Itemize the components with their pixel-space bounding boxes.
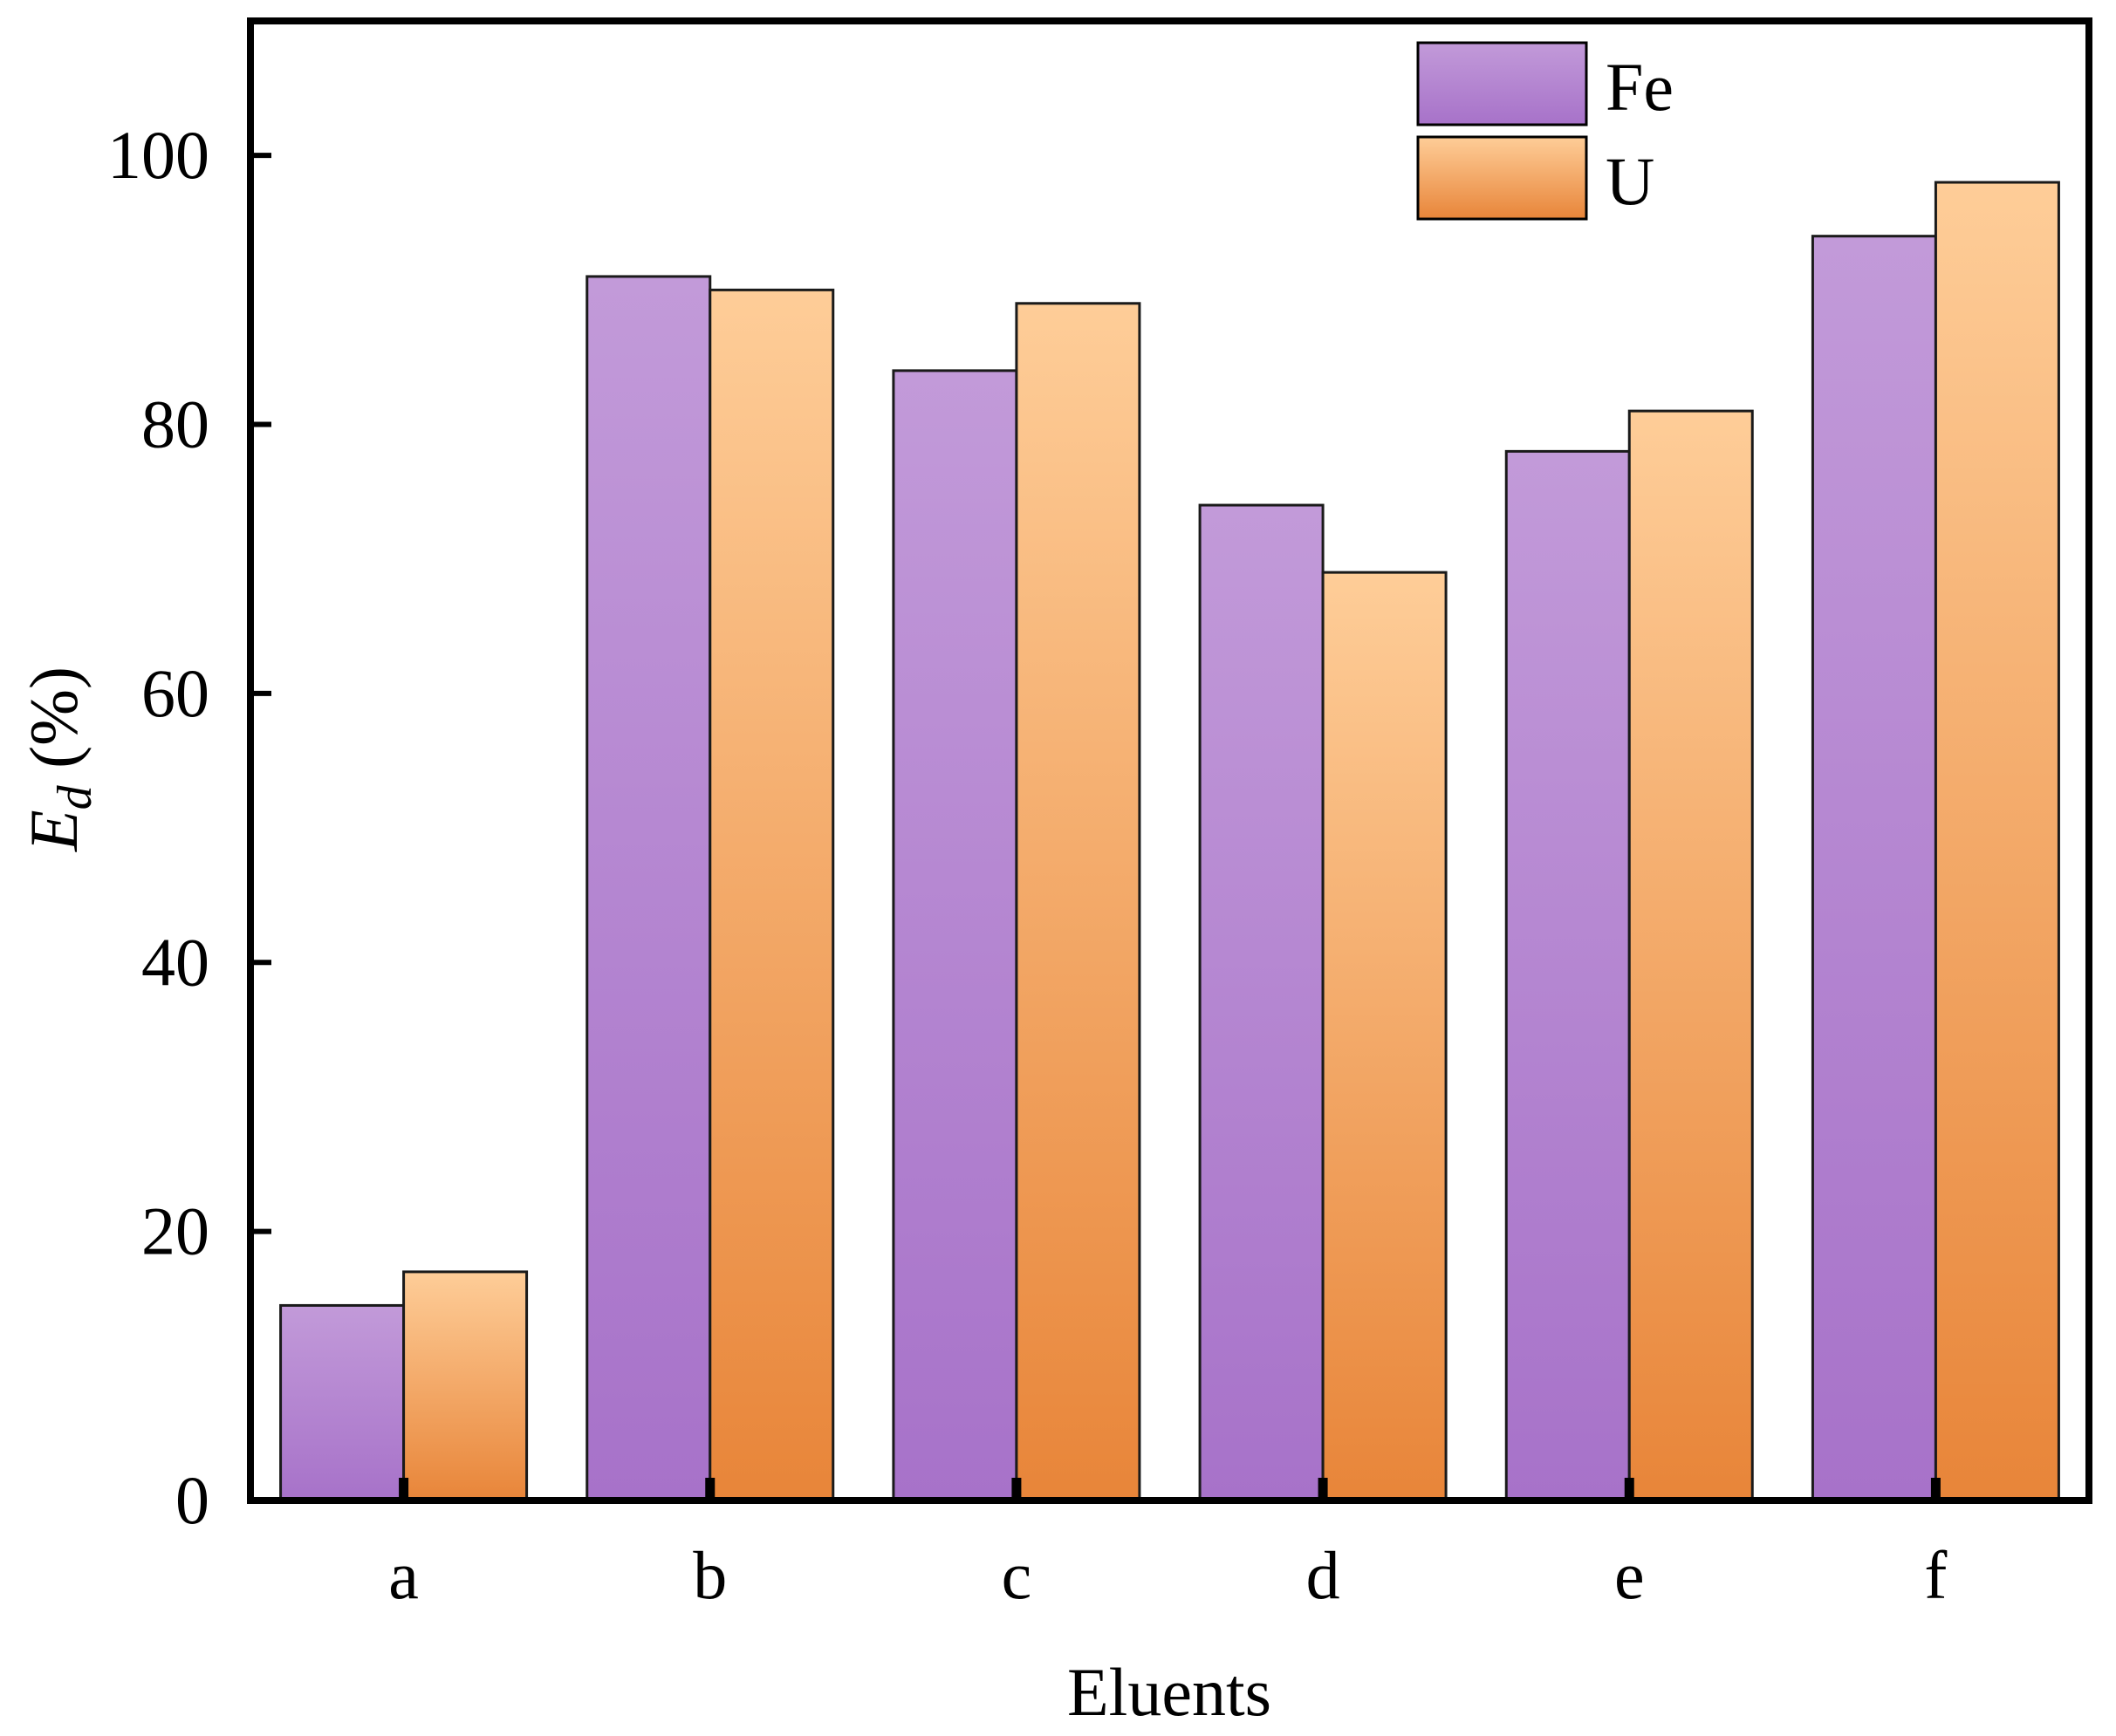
legend-swatch-u	[1416, 135, 1588, 221]
bar-u-b	[709, 288, 835, 1502]
bars-layer	[279, 181, 2060, 1502]
plot-frame	[247, 17, 2092, 1504]
x-tick-label: a	[388, 1537, 419, 1613]
x-tick-label: b	[693, 1537, 727, 1613]
y-axis-title-main: E	[16, 810, 92, 852]
bar-u-f	[1934, 181, 2060, 1502]
y-tick-label: 20	[141, 1193, 209, 1269]
y-axis-title-unit: (%)	[16, 666, 92, 785]
bar-fe-a	[279, 1303, 406, 1502]
bar-u-e	[1627, 409, 1754, 1502]
y-tick-label: 0	[175, 1462, 209, 1538]
ticks-layer: 0 20 40 60 80 100 a b c d e f	[107, 117, 1947, 1613]
legend-label-fe: Fe	[1606, 49, 1674, 125]
bar-u-d	[1321, 571, 1448, 1502]
y-axis-title: Ed (%)	[16, 666, 102, 852]
y-tick-label: 100	[107, 117, 209, 193]
x-tick-label: c	[1002, 1537, 1032, 1613]
y-tick-label: 40	[141, 924, 209, 1000]
y-tick-label: 60	[141, 655, 209, 731]
bar-u-a	[402, 1270, 529, 1502]
bar-fe-b	[585, 275, 712, 1502]
y-tick-label: 80	[141, 386, 209, 462]
bar-fe-f	[1811, 235, 1937, 1502]
legend: Fe U	[1416, 41, 1674, 221]
legend-label-u: U	[1606, 143, 1654, 219]
bar-fe-d	[1198, 503, 1325, 1502]
y-axis-title-subscript: d	[48, 784, 102, 810]
bar-fe-e	[1504, 449, 1631, 1502]
x-tick-label: f	[1924, 1537, 1947, 1613]
legend-swatch-fe	[1416, 41, 1588, 126]
x-tick-label: d	[1306, 1537, 1340, 1613]
x-axis-title: Eluents	[1067, 1654, 1271, 1730]
x-tick-label: e	[1614, 1537, 1645, 1613]
bar-fe-c	[892, 369, 1018, 1502]
bar-u-c	[1015, 302, 1141, 1502]
